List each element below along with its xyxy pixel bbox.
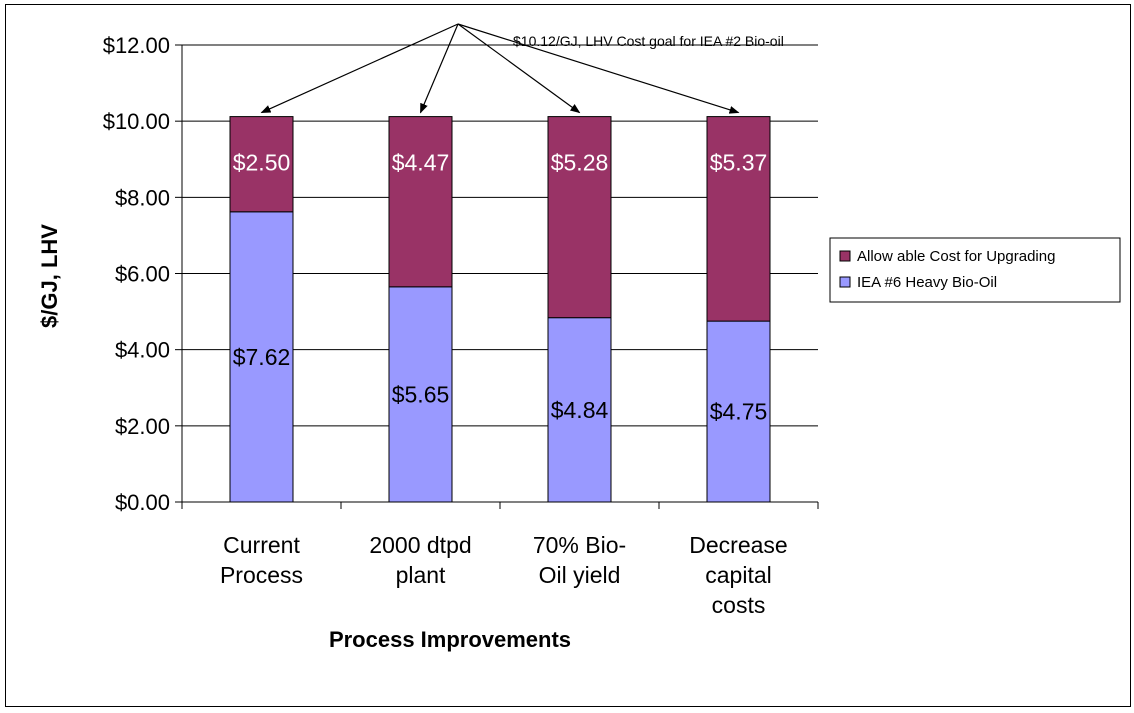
x-category-label: capital xyxy=(705,562,771,588)
x-category-label: 70% Bio- xyxy=(533,532,626,558)
value-labels: $7.62 $2.50 $5.65 $4.47 $4.84 $5.28 $4.75 $5.37 xyxy=(233,150,768,425)
x-category-label: Current xyxy=(223,532,300,558)
x-category-label: costs xyxy=(712,592,766,618)
data-label-upgrading-cost: $5.28 xyxy=(551,150,609,176)
annotation-arrow xyxy=(457,23,581,114)
y-tick-label: $6.00 xyxy=(115,262,170,287)
y-tick-label: $0.00 xyxy=(115,490,170,515)
annotation-arrow xyxy=(260,23,459,114)
legend-swatch xyxy=(839,276,851,288)
annotation-arrow xyxy=(457,23,740,114)
x-category-label: plant xyxy=(396,562,446,588)
axes xyxy=(175,44,819,509)
bar-heavy-bio-oil xyxy=(388,286,453,503)
y-tick-label: $10.00 xyxy=(103,109,170,134)
y-tick-label: $8.00 xyxy=(115,185,170,210)
annotation-text: $10.12/GJ, LHV Cost goal for IEA #2 Bio-… xyxy=(513,33,784,49)
bar-upgrading-cost xyxy=(388,116,453,288)
legend-swatch xyxy=(839,250,851,262)
bar-upgrading-cost xyxy=(229,116,294,213)
data-label-heavy-bio-oil: $4.75 xyxy=(710,399,768,425)
y-axis-title: $/GJ, LHV xyxy=(37,224,62,328)
legend-box xyxy=(829,237,1121,303)
annotation-arrow xyxy=(419,23,459,114)
annotation: $10.12/GJ, LHV Cost goal for IEA #2 Bio-… xyxy=(260,23,784,114)
bar-upgrading-cost xyxy=(706,116,771,322)
x-axis-title: Process Improvements xyxy=(329,627,571,652)
y-tick-labels: $0.00 $2.00 $4.00 $6.00 $8.00 $10.00 $12.00 xyxy=(103,33,170,515)
chart-frame xyxy=(5,4,1131,707)
bar-upgrading-cost xyxy=(547,116,612,319)
legend: Allow able Cost for Upgrading IEA #6 Heav… xyxy=(829,237,1121,303)
data-label-upgrading-cost: $4.47 xyxy=(392,150,450,176)
data-label-heavy-bio-oil: $7.62 xyxy=(233,344,291,370)
category-labels: Current Process 2000 dtpd plant 70% Bio- Oil … xyxy=(220,532,788,618)
data-label-heavy-bio-oil: $4.84 xyxy=(551,397,609,423)
legend-entry: Allow able Cost for Upgrading xyxy=(857,248,1055,265)
y-tick-label: $2.00 xyxy=(115,414,170,439)
x-category-label: 2000 dtpd xyxy=(369,532,471,558)
data-label-upgrading-cost: $5.37 xyxy=(710,150,768,176)
data-label-upgrading-cost: $2.50 xyxy=(233,150,291,176)
data-label-heavy-bio-oil: $5.65 xyxy=(392,381,450,407)
x-category-label: Oil yield xyxy=(539,562,621,588)
y-tick-label: $4.00 xyxy=(115,338,170,363)
legend-entry: IEA #6 Heavy Bio-Oil xyxy=(857,274,997,291)
x-category-label: Process xyxy=(220,562,303,588)
bars xyxy=(229,116,771,503)
y-tick-label: $12.00 xyxy=(103,33,170,58)
x-category-label: Decrease xyxy=(689,532,787,558)
